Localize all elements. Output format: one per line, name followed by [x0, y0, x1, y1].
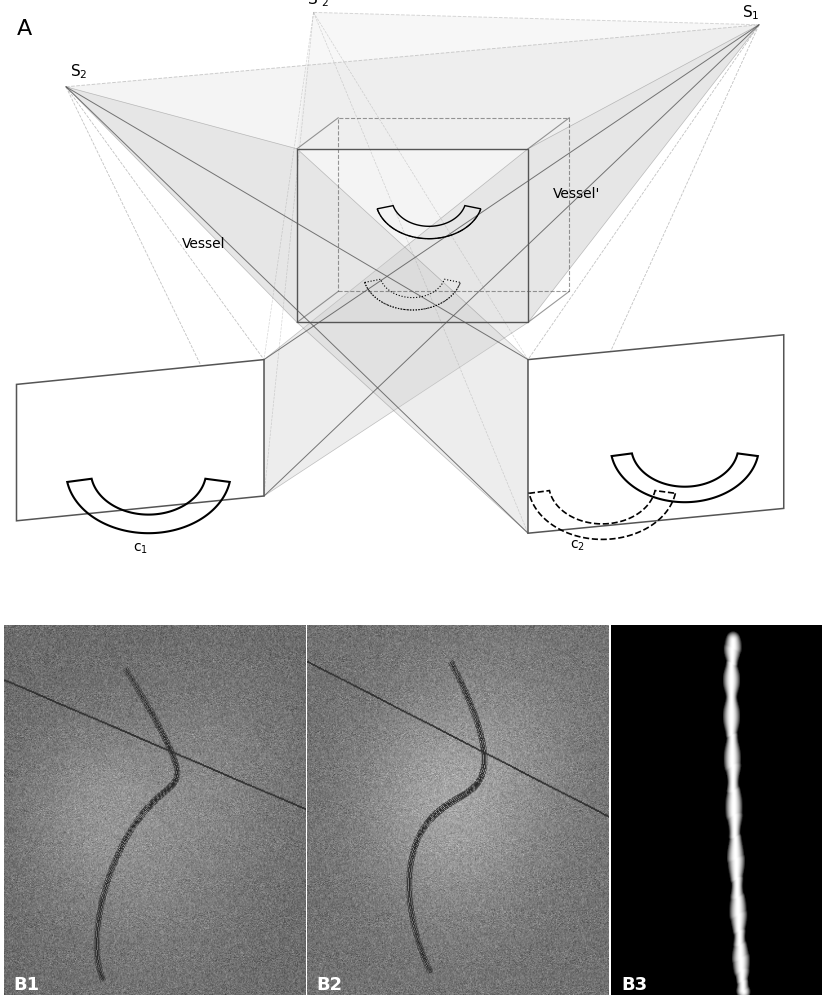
Polygon shape [66, 25, 759, 322]
Text: B3: B3 [621, 976, 647, 994]
Text: S$_1$: S$_1$ [742, 3, 760, 22]
Text: c'$_2$: c'$_2$ [676, 503, 694, 519]
Text: B2: B2 [316, 976, 342, 994]
Text: S'$_2$: S'$_2$ [307, 0, 328, 9]
Text: m$_1$: m$_1$ [33, 386, 56, 401]
Polygon shape [528, 335, 784, 533]
Text: Vessel': Vessel' [553, 187, 600, 201]
Polygon shape [297, 12, 759, 149]
Polygon shape [66, 87, 528, 533]
Text: S$_2$: S$_2$ [70, 62, 87, 81]
Text: m$_2$: m$_2$ [759, 336, 781, 352]
Polygon shape [264, 25, 759, 496]
Text: c$_2$: c$_2$ [570, 539, 585, 553]
Text: Vessel: Vessel [182, 237, 225, 251]
Text: c$_1$: c$_1$ [133, 542, 148, 556]
Text: A: A [16, 19, 31, 39]
Text: B1: B1 [13, 976, 40, 994]
Polygon shape [16, 360, 264, 521]
